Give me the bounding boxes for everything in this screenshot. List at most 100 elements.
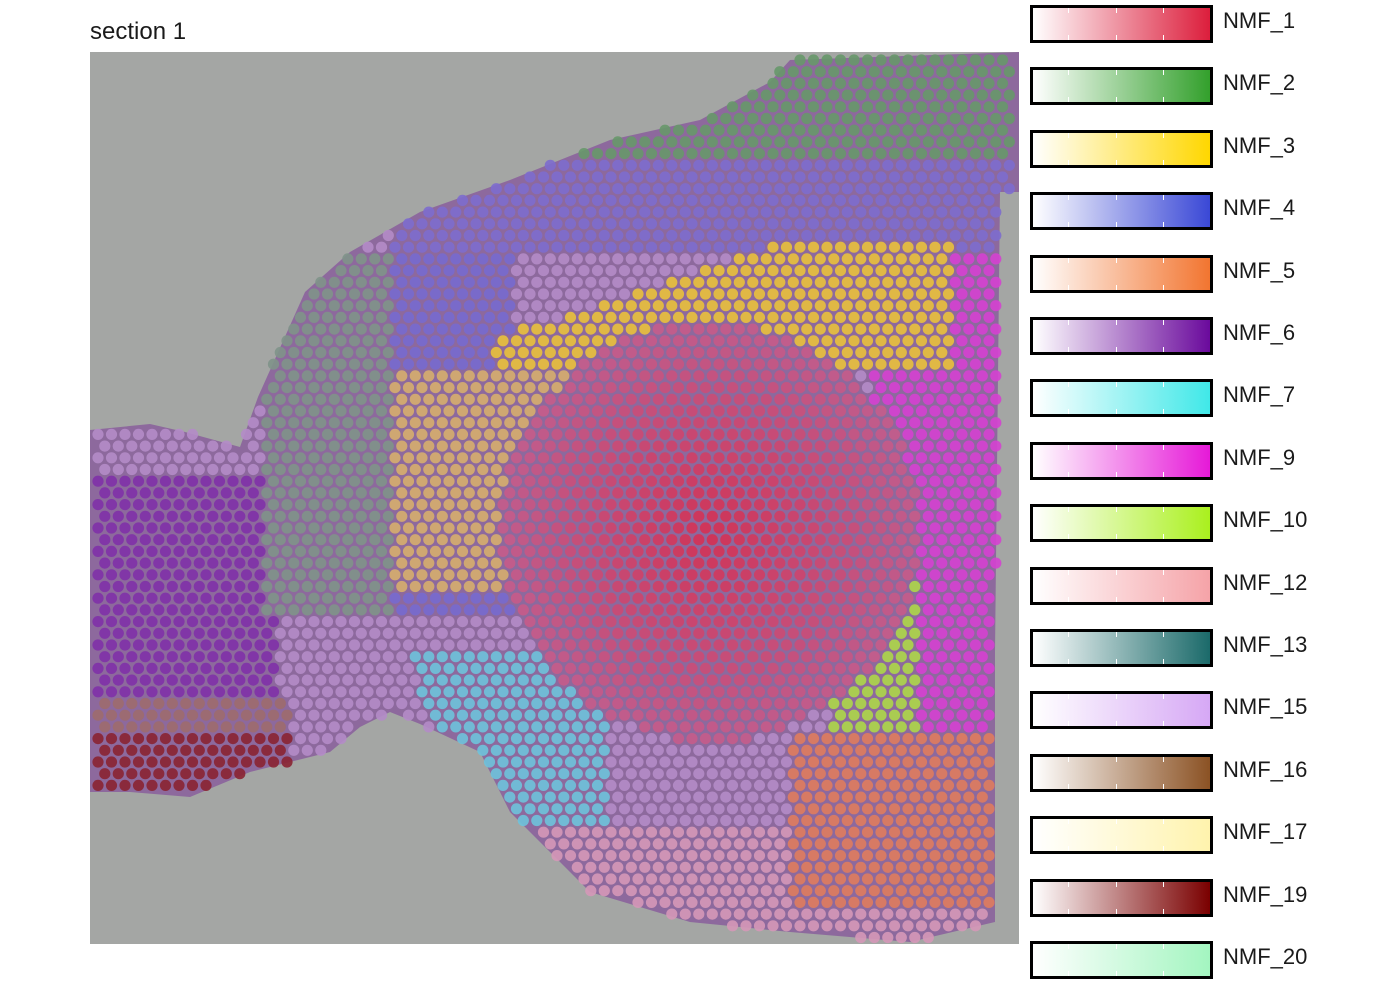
tissue-spot: [672, 358, 685, 370]
tissue-spot: [679, 627, 691, 639]
tissue-spot: [402, 382, 415, 394]
tissue-spot: [483, 475, 496, 487]
tissue-spot: [713, 171, 725, 183]
tissue-spot: [99, 510, 111, 522]
tissue-spot: [740, 779, 752, 792]
tissue-spot: [767, 873, 779, 885]
tissue-spot: [605, 803, 617, 815]
tissue-spot: [591, 218, 604, 230]
tissue-spot: [679, 721, 691, 733]
tissue-spot: [551, 545, 563, 557]
tissue-spot: [726, 756, 739, 768]
tissue-spot: [254, 686, 266, 698]
tissue-spot: [693, 159, 705, 171]
tissue-spot: [841, 183, 853, 195]
tissue-spot: [679, 300, 691, 312]
tissue-spot: [659, 616, 671, 628]
tissue-spot: [429, 499, 442, 511]
tissue-spot: [281, 616, 293, 628]
tissue-spot: [423, 346, 435, 359]
tissue-spot: [240, 545, 253, 557]
tissue-spot: [274, 604, 286, 616]
tissue-spot: [119, 522, 131, 534]
tissue-spot: [814, 323, 826, 335]
tissue-spot: [639, 463, 651, 476]
tissue-spot: [504, 768, 516, 780]
tissue-spot: [564, 358, 577, 370]
tissue-spot: [922, 557, 934, 569]
tissue-spot: [713, 335, 725, 347]
tissue-spot: [234, 510, 246, 522]
tissue-spot: [949, 370, 961, 382]
tissue-spot: [861, 405, 874, 417]
tissue-spot: [375, 709, 388, 721]
tissue-spot: [699, 405, 712, 417]
tissue-spot: [294, 475, 307, 487]
tissue-spot: [531, 206, 543, 218]
tissue-spot: [834, 77, 847, 89]
tissue-spot: [639, 276, 651, 288]
tissue-spot: [652, 487, 664, 499]
tissue-spot: [726, 382, 739, 394]
tissue-spot: [294, 592, 307, 604]
tissue-spot: [848, 686, 860, 698]
tissue-spot: [220, 744, 232, 756]
tissue-spot: [733, 229, 745, 242]
tissue-spot: [834, 639, 847, 651]
tissue-spot: [848, 569, 860, 581]
tissue-spot: [409, 440, 421, 452]
tissue-spot: [875, 686, 887, 698]
tissue-spot: [632, 311, 644, 323]
tissue-spot: [450, 370, 462, 382]
tissue-spot: [308, 288, 320, 300]
tissue-spot: [625, 885, 637, 897]
tissue-spot: [942, 803, 955, 815]
tissue-spot: [450, 604, 462, 616]
tissue-spot: [166, 487, 178, 499]
tissue-spot: [693, 604, 705, 616]
tissue-spot: [949, 814, 961, 827]
tissue-spot: [915, 803, 928, 815]
tissue-spot: [821, 850, 833, 862]
tissue-spot: [888, 452, 901, 464]
tissue-spot: [450, 346, 462, 359]
tissue-spot: [146, 592, 158, 604]
tissue-spot: [767, 896, 779, 909]
tissue-spot: [666, 276, 678, 288]
tissue-spot: [369, 300, 381, 312]
tissue-spot: [348, 616, 361, 628]
tissue-spot: [342, 346, 354, 359]
tissue-spot: [996, 54, 1009, 66]
tissue-spot: [382, 627, 394, 639]
tissue-spot: [679, 814, 691, 827]
tissue-spot: [929, 639, 941, 651]
tissue-spot: [571, 300, 583, 312]
tissue-spot: [672, 265, 685, 277]
tissue-spot: [942, 569, 955, 581]
tissue-spot: [699, 499, 712, 511]
tissue-spot: [220, 534, 232, 546]
tissue-spot: [402, 639, 415, 651]
tissue-spot: [281, 639, 293, 651]
tissue-spot: [996, 101, 1009, 113]
tissue-spot: [598, 276, 610, 288]
tissue-spot: [868, 931, 880, 944]
tissue-spot: [902, 873, 914, 885]
tissue-spot: [936, 651, 948, 663]
tissue-spot: [531, 627, 543, 639]
tissue-spot: [605, 569, 617, 581]
tissue-spot: [774, 66, 786, 78]
tissue-spot: [855, 744, 867, 756]
tissue-spot: [740, 639, 752, 651]
tissue-spot: [740, 288, 752, 300]
tissue-spot: [969, 124, 982, 136]
tissue-spot: [598, 300, 610, 312]
tissue-spot: [288, 721, 300, 733]
tissue-spot: [983, 756, 995, 768]
tissue-spot: [99, 697, 111, 710]
tissue-spot: [713, 896, 725, 909]
tissue-spot: [470, 592, 482, 604]
tissue-spot: [726, 428, 739, 440]
tissue-spot: [895, 791, 907, 803]
tissue-spot: [882, 300, 894, 312]
